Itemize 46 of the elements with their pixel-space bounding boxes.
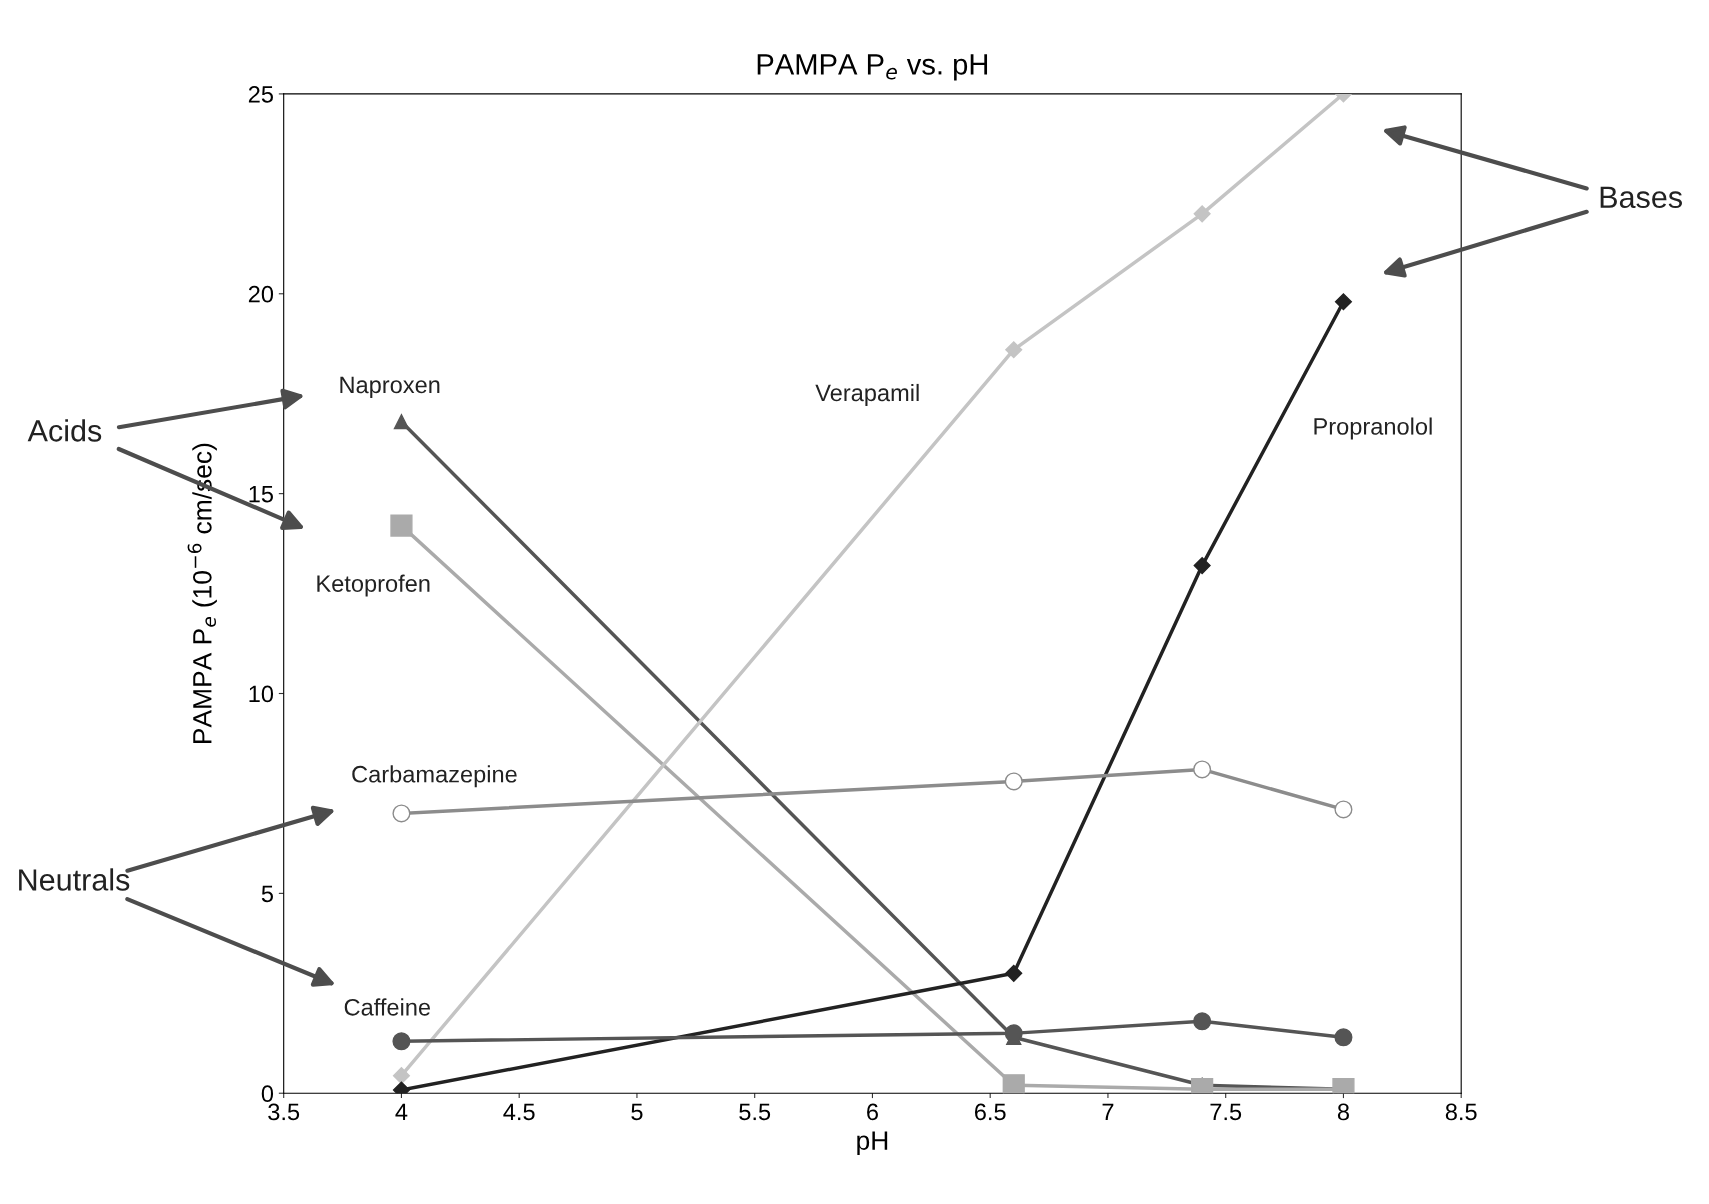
series-label: Carbamazepine [352,765,517,788]
series-label: Ketoprofen [317,574,430,597]
text: Acids [27,419,102,442]
x-tick-label: 3.5 [268,1103,300,1121]
point [1004,772,1023,791]
x-tick-label: 6 [867,1103,878,1121]
point [1005,341,1023,359]
point [1193,1012,1212,1031]
y-tick-label: 25 [248,85,273,103]
series-label: Verapamil [815,383,919,406]
point [393,414,410,430]
point [1193,760,1212,779]
x-tick-label: 7.5 [1210,1103,1242,1121]
y-tick-label: 5 [261,885,273,903]
point [1334,800,1353,819]
x-tick-label: 6.5 [974,1103,1006,1121]
x-tick-label: 8 [1337,1103,1349,1121]
x-tick-label: 4 [395,1103,408,1121]
y-tick-label: 15 [249,485,273,503]
point [1004,1024,1023,1043]
point [1005,964,1023,982]
point [1334,1028,1353,1047]
point [392,1032,411,1051]
y-tick-label: 10 [249,685,274,703]
y-tick-label: 0 [261,1085,274,1103]
point [1193,205,1211,223]
chart-title: PAMPA P$_{e}$ vs. pH [757,54,988,81]
x-tick-label: 5 [631,1103,643,1121]
point [1334,293,1352,311]
x-tick-label: 5.5 [739,1103,771,1121]
x-tick-label: 4.5 [503,1103,535,1121]
x-tick-label: 7 [1102,1103,1114,1121]
point [390,514,413,537]
point [1002,1074,1025,1094]
y-tick-label: 20 [248,285,274,303]
point [392,804,411,823]
series-label: Propranolol [1314,417,1432,440]
point [392,1067,410,1085]
point [1193,557,1211,575]
legend-label: Naproxen [340,376,440,398]
y-axis-title: PAMPA P$_{e}$ (10$^{−6}$ cm/sec) [187,443,217,744]
x-tick-label: 8.5 [1445,1103,1477,1121]
series-label: Caffeine [344,998,431,1016]
text: Neutrals [19,868,130,891]
text: Bases [1600,186,1682,209]
x-axis-title: pH [857,1131,888,1156]
